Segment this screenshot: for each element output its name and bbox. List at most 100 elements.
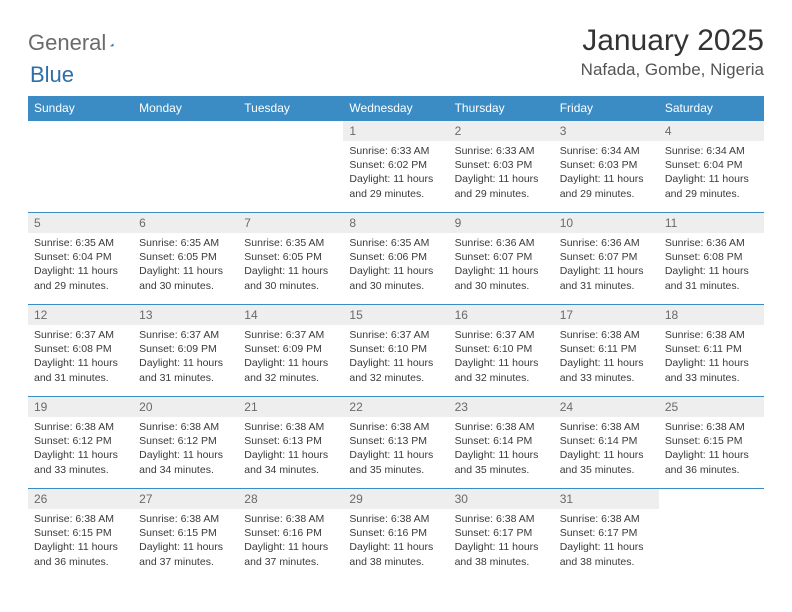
day-number: 16 <box>449 305 554 325</box>
day-body: Sunrise: 6:33 AMSunset: 6:03 PMDaylight:… <box>449 141 554 205</box>
day-number: 18 <box>659 305 764 325</box>
calendar-cell: 20Sunrise: 6:38 AMSunset: 6:12 PMDayligh… <box>133 397 238 489</box>
day-body: Sunrise: 6:37 AMSunset: 6:08 PMDaylight:… <box>28 325 133 389</box>
day-number: 15 <box>343 305 448 325</box>
location-text: Nafada, Gombe, Nigeria <box>581 60 764 80</box>
calendar-cell: 16Sunrise: 6:37 AMSunset: 6:10 PMDayligh… <box>449 305 554 397</box>
day-number: 21 <box>238 397 343 417</box>
calendar-body: 1Sunrise: 6:33 AMSunset: 6:02 PMDaylight… <box>28 121 764 581</box>
day-body: Sunrise: 6:35 AMSunset: 6:05 PMDaylight:… <box>133 233 238 297</box>
day-header: Tuesday <box>238 96 343 121</box>
day-body: Sunrise: 6:37 AMSunset: 6:09 PMDaylight:… <box>133 325 238 389</box>
calendar-cell: 19Sunrise: 6:38 AMSunset: 6:12 PMDayligh… <box>28 397 133 489</box>
calendar-cell: 24Sunrise: 6:38 AMSunset: 6:14 PMDayligh… <box>554 397 659 489</box>
day-body: Sunrise: 6:37 AMSunset: 6:10 PMDaylight:… <box>343 325 448 389</box>
calendar-cell <box>659 489 764 581</box>
calendar-cell: 15Sunrise: 6:37 AMSunset: 6:10 PMDayligh… <box>343 305 448 397</box>
day-body: Sunrise: 6:34 AMSunset: 6:04 PMDaylight:… <box>659 141 764 205</box>
day-number: 10 <box>554 213 659 233</box>
day-body: Sunrise: 6:38 AMSunset: 6:15 PMDaylight:… <box>133 509 238 573</box>
calendar-cell: 26Sunrise: 6:38 AMSunset: 6:15 PMDayligh… <box>28 489 133 581</box>
calendar-cell: 14Sunrise: 6:37 AMSunset: 6:09 PMDayligh… <box>238 305 343 397</box>
day-body: Sunrise: 6:38 AMSunset: 6:13 PMDaylight:… <box>238 417 343 481</box>
day-header: Wednesday <box>343 96 448 121</box>
day-number: 8 <box>343 213 448 233</box>
month-title: January 2025 <box>581 24 764 58</box>
calendar-table: SundayMondayTuesdayWednesdayThursdayFrid… <box>28 96 764 581</box>
day-number: 22 <box>343 397 448 417</box>
day-number: 26 <box>28 489 133 509</box>
title-block: January 2025 Nafada, Gombe, Nigeria <box>581 24 764 80</box>
calendar-cell: 18Sunrise: 6:38 AMSunset: 6:11 PMDayligh… <box>659 305 764 397</box>
day-header: Thursday <box>449 96 554 121</box>
calendar-cell: 4Sunrise: 6:34 AMSunset: 6:04 PMDaylight… <box>659 121 764 213</box>
day-number: 11 <box>659 213 764 233</box>
day-number: 20 <box>133 397 238 417</box>
calendar-cell: 17Sunrise: 6:38 AMSunset: 6:11 PMDayligh… <box>554 305 659 397</box>
calendar-cell <box>238 121 343 213</box>
calendar-cell: 22Sunrise: 6:38 AMSunset: 6:13 PMDayligh… <box>343 397 448 489</box>
day-header: Monday <box>133 96 238 121</box>
calendar-cell: 3Sunrise: 6:34 AMSunset: 6:03 PMDaylight… <box>554 121 659 213</box>
day-body: Sunrise: 6:36 AMSunset: 6:07 PMDaylight:… <box>554 233 659 297</box>
day-number: 4 <box>659 121 764 141</box>
calendar-cell: 21Sunrise: 6:38 AMSunset: 6:13 PMDayligh… <box>238 397 343 489</box>
calendar-cell: 2Sunrise: 6:33 AMSunset: 6:03 PMDaylight… <box>449 121 554 213</box>
day-number: 7 <box>238 213 343 233</box>
day-body: Sunrise: 6:35 AMSunset: 6:05 PMDaylight:… <box>238 233 343 297</box>
day-number: 23 <box>449 397 554 417</box>
day-number: 12 <box>28 305 133 325</box>
day-number: 29 <box>343 489 448 509</box>
day-body: Sunrise: 6:38 AMSunset: 6:17 PMDaylight:… <box>554 509 659 573</box>
day-body: Sunrise: 6:38 AMSunset: 6:12 PMDaylight:… <box>28 417 133 481</box>
day-number: 30 <box>449 489 554 509</box>
calendar-cell: 9Sunrise: 6:36 AMSunset: 6:07 PMDaylight… <box>449 213 554 305</box>
logo-word1: General <box>28 30 106 56</box>
calendar-cell: 10Sunrise: 6:36 AMSunset: 6:07 PMDayligh… <box>554 213 659 305</box>
day-body: Sunrise: 6:38 AMSunset: 6:11 PMDaylight:… <box>554 325 659 389</box>
calendar-cell: 28Sunrise: 6:38 AMSunset: 6:16 PMDayligh… <box>238 489 343 581</box>
calendar-cell: 8Sunrise: 6:35 AMSunset: 6:06 PMDaylight… <box>343 213 448 305</box>
day-number: 13 <box>133 305 238 325</box>
day-body: Sunrise: 6:38 AMSunset: 6:11 PMDaylight:… <box>659 325 764 389</box>
calendar-cell: 25Sunrise: 6:38 AMSunset: 6:15 PMDayligh… <box>659 397 764 489</box>
day-body: Sunrise: 6:33 AMSunset: 6:02 PMDaylight:… <box>343 141 448 205</box>
calendar-cell: 30Sunrise: 6:38 AMSunset: 6:17 PMDayligh… <box>449 489 554 581</box>
calendar-cell: 7Sunrise: 6:35 AMSunset: 6:05 PMDaylight… <box>238 213 343 305</box>
day-body: Sunrise: 6:37 AMSunset: 6:09 PMDaylight:… <box>238 325 343 389</box>
day-number: 19 <box>28 397 133 417</box>
calendar-row: 12Sunrise: 6:37 AMSunset: 6:08 PMDayligh… <box>28 305 764 397</box>
calendar-cell <box>28 121 133 213</box>
day-body: Sunrise: 6:38 AMSunset: 6:16 PMDaylight:… <box>238 509 343 573</box>
day-body: Sunrise: 6:37 AMSunset: 6:10 PMDaylight:… <box>449 325 554 389</box>
day-number: 27 <box>133 489 238 509</box>
day-number: 1 <box>343 121 448 141</box>
day-number: 31 <box>554 489 659 509</box>
day-number: 28 <box>238 489 343 509</box>
day-number: 2 <box>449 121 554 141</box>
day-body: Sunrise: 6:38 AMSunset: 6:17 PMDaylight:… <box>449 509 554 573</box>
day-body: Sunrise: 6:38 AMSunset: 6:12 PMDaylight:… <box>133 417 238 481</box>
calendar-cell: 13Sunrise: 6:37 AMSunset: 6:09 PMDayligh… <box>133 305 238 397</box>
calendar-row: 26Sunrise: 6:38 AMSunset: 6:15 PMDayligh… <box>28 489 764 581</box>
calendar-cell: 5Sunrise: 6:35 AMSunset: 6:04 PMDaylight… <box>28 213 133 305</box>
calendar-cell: 12Sunrise: 6:37 AMSunset: 6:08 PMDayligh… <box>28 305 133 397</box>
day-body: Sunrise: 6:35 AMSunset: 6:04 PMDaylight:… <box>28 233 133 297</box>
day-body: Sunrise: 6:38 AMSunset: 6:14 PMDaylight:… <box>554 417 659 481</box>
day-number: 5 <box>28 213 133 233</box>
day-body: Sunrise: 6:38 AMSunset: 6:16 PMDaylight:… <box>343 509 448 573</box>
day-body: Sunrise: 6:38 AMSunset: 6:15 PMDaylight:… <box>659 417 764 481</box>
calendar-cell: 6Sunrise: 6:35 AMSunset: 6:05 PMDaylight… <box>133 213 238 305</box>
calendar-head: SundayMondayTuesdayWednesdayThursdayFrid… <box>28 96 764 121</box>
day-header: Saturday <box>659 96 764 121</box>
day-number: 14 <box>238 305 343 325</box>
logo: General <box>28 24 134 56</box>
calendar-row: 19Sunrise: 6:38 AMSunset: 6:12 PMDayligh… <box>28 397 764 489</box>
sail-icon <box>110 36 114 54</box>
day-body: Sunrise: 6:38 AMSunset: 6:15 PMDaylight:… <box>28 509 133 573</box>
calendar-cell: 1Sunrise: 6:33 AMSunset: 6:02 PMDaylight… <box>343 121 448 213</box>
calendar-cell: 31Sunrise: 6:38 AMSunset: 6:17 PMDayligh… <box>554 489 659 581</box>
calendar-cell: 27Sunrise: 6:38 AMSunset: 6:15 PMDayligh… <box>133 489 238 581</box>
day-body: Sunrise: 6:35 AMSunset: 6:06 PMDaylight:… <box>343 233 448 297</box>
day-body: Sunrise: 6:36 AMSunset: 6:07 PMDaylight:… <box>449 233 554 297</box>
